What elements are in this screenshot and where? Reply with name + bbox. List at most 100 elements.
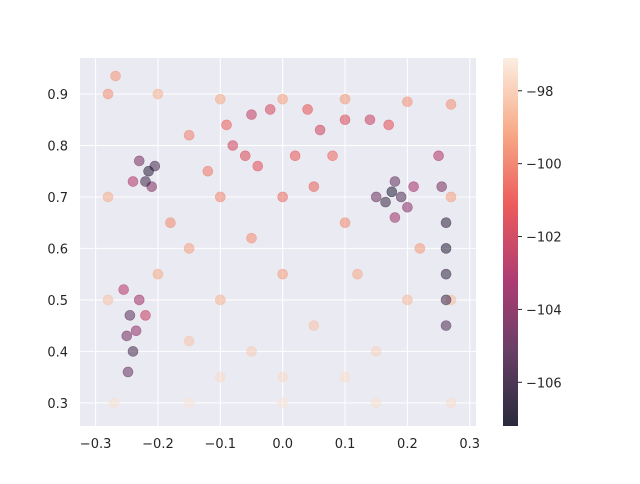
scatter-point (339, 93, 351, 105)
scatter-point (183, 243, 195, 254)
scatter-point (140, 176, 151, 187)
x-axis: −0.3 −0.2 −0.1 0.0 0.1 0.2 0.3 (80, 437, 480, 452)
scatter-point (124, 310, 136, 321)
scatter-points (102, 70, 457, 409)
scatter-point (308, 181, 320, 192)
colorbar-axis: −98 −100 −102 −104 −106 (518, 85, 562, 391)
scatter-point (215, 191, 226, 203)
scatter-point (133, 294, 145, 306)
scatter-point (215, 371, 226, 383)
scatter-point (408, 181, 419, 192)
scatter-point (227, 140, 239, 151)
scatter-point (277, 268, 288, 280)
scatter-point (152, 268, 164, 280)
scatter-point (239, 150, 251, 162)
scatter-point (118, 284, 129, 295)
colorbar (503, 58, 518, 426)
y-axis: 0.3 0.4 0.5 0.6 0.7 0.8 0.9 (47, 88, 68, 412)
scatter-point (140, 310, 151, 321)
x-tick-label: 0.1 (335, 437, 356, 452)
plot-background (80, 58, 476, 426)
scatter-point (102, 88, 114, 100)
scatter-point (221, 119, 232, 131)
scatter-point (389, 212, 401, 223)
scatter-point (339, 217, 351, 228)
scatter-point (183, 335, 195, 347)
scatter-point (215, 294, 226, 306)
y-tick-label: 0.9 (47, 88, 68, 103)
scatter-point (327, 150, 338, 162)
scatter-point (289, 150, 301, 162)
scatter-point (433, 150, 444, 162)
scatter-point (440, 320, 452, 331)
scatter-point (252, 160, 264, 172)
y-tick-label: 0.6 (47, 242, 68, 257)
scatter-point (102, 294, 114, 306)
scatter-point (277, 191, 288, 203)
colorbar-tick-label: −98 (526, 85, 553, 100)
scatter-point (246, 232, 257, 244)
scatter-point (302, 104, 313, 115)
scatter-point (108, 397, 120, 409)
x-tick-label: 0.2 (397, 437, 418, 452)
scatter-point (246, 109, 257, 120)
scatter-point (277, 371, 288, 383)
scatter-point (370, 397, 382, 409)
scatter-point (102, 191, 114, 203)
grid-lines (80, 58, 476, 426)
scatter-point (127, 346, 139, 357)
scatter-point (370, 346, 382, 357)
scatter-point (110, 70, 121, 82)
x-tick-label: −0.1 (205, 437, 237, 452)
x-tick-label: −0.3 (80, 437, 112, 452)
scatter-point (445, 99, 457, 110)
scatter-point (130, 325, 142, 337)
scatter-point (202, 165, 214, 177)
y-tick-label: 0.7 (47, 191, 68, 206)
scatter-point (386, 186, 398, 198)
y-tick-label: 0.8 (47, 139, 68, 154)
scatter-point (402, 201, 413, 213)
scatter-point (339, 114, 351, 126)
x-tick-label: 0.3 (459, 437, 480, 452)
scatter-point (314, 124, 326, 136)
scatter-point (215, 93, 226, 105)
scatter-point (165, 217, 176, 228)
colorbar-tick-label: −104 (526, 303, 562, 318)
scatter-point (445, 191, 457, 203)
y-tick-label: 0.5 (47, 294, 68, 309)
scatter-point (436, 181, 448, 192)
scatter-point (122, 366, 134, 378)
scatter-point (183, 129, 195, 141)
scatter-point (402, 96, 413, 108)
scatter-point (152, 88, 164, 100)
scatter-point (143, 165, 154, 177)
scatter-point (402, 294, 413, 306)
scatter-point (389, 176, 401, 187)
scatter-point (246, 346, 257, 357)
scatter-point (440, 294, 452, 306)
scatter-point (440, 243, 452, 254)
scatter-point (440, 268, 452, 280)
y-tick-label: 0.3 (47, 397, 68, 412)
colorbar-tick-label: −100 (526, 158, 562, 173)
scatter-point (380, 196, 391, 208)
scatter-point (370, 191, 382, 203)
x-tick-label: −0.2 (142, 437, 174, 452)
scatter-point (445, 397, 457, 409)
scatter-point (339, 371, 351, 383)
scatter-point (127, 176, 139, 187)
scatter-point (308, 320, 320, 331)
scatter-point (121, 330, 133, 342)
scatter-point (133, 155, 145, 167)
scatter-point (352, 268, 363, 280)
scatter-point (364, 114, 376, 126)
y-tick-label: 0.4 (47, 345, 68, 360)
scatter-point (440, 217, 452, 228)
scatter-point (277, 397, 288, 409)
scatter-point (264, 104, 276, 115)
scatter-point (414, 243, 426, 254)
scatter-point (183, 397, 195, 409)
